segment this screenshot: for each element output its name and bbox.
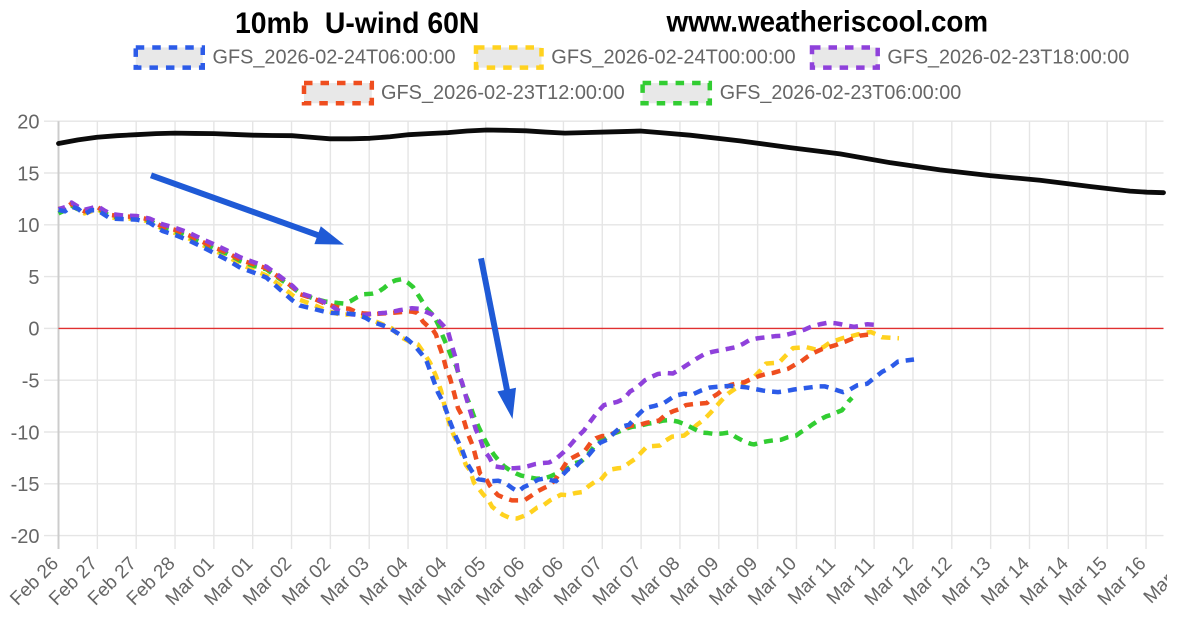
svg-text:20: 20 <box>17 112 39 134</box>
svg-text:GFS_2026-02-23T18:00:00: GFS_2026-02-23T18:00:00 <box>887 47 1129 69</box>
svg-text:GFS_2026-02-24T00:00:00: GFS_2026-02-24T00:00:00 <box>551 47 795 69</box>
svg-text:5: 5 <box>28 267 39 289</box>
svg-text:10: 10 <box>17 215 39 237</box>
svg-text:-5: -5 <box>22 371 40 393</box>
svg-text:10mb U-wind 60N: 10mb U-wind 60N <box>235 7 479 40</box>
svg-text:GFS_2026-02-23T12:00:00: GFS_2026-02-23T12:00:00 <box>381 82 625 104</box>
svg-text:-20: -20 <box>11 526 40 548</box>
svg-text:GFS_2026-02-24T06:00:00: GFS_2026-02-24T06:00:00 <box>213 47 456 69</box>
svg-text:-15: -15 <box>11 474 40 496</box>
svg-text:0: 0 <box>28 319 39 341</box>
svg-text:-10: -10 <box>11 422 40 444</box>
svg-text:GFS_2026-02-23T06:00:00: GFS_2026-02-23T06:00:00 <box>720 82 961 104</box>
svg-text:15: 15 <box>17 163 39 185</box>
svg-text:www.weatheriscool.com: www.weatheriscool.com <box>666 6 989 39</box>
